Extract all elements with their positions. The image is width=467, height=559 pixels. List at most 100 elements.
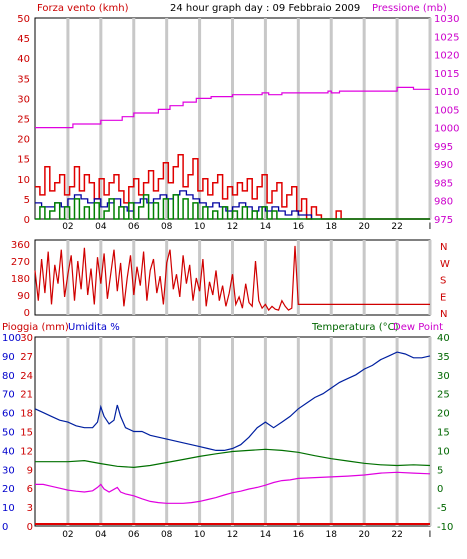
pressure-tick-985: 985 [434, 178, 453, 189]
temperature-tick--10: -10 [437, 522, 453, 533]
x-tick-18: 18 [326, 222, 338, 232]
x-tick-14: 14 [260, 530, 272, 540]
pressure-axis-title: Pressione (mb) [372, 3, 447, 14]
rain-tick-18: 18 [20, 409, 33, 420]
temperature-tick--5: -5 [437, 503, 447, 514]
humidity-tick-100: 100 [2, 333, 21, 344]
humidity-axis-title: Umidita % [68, 322, 120, 333]
rain-tick-30: 30 [20, 333, 33, 344]
x-tick-I: I [429, 222, 432, 232]
pressure-tick-975: 975 [434, 215, 453, 226]
dewpoint-line [35, 471, 431, 504]
wind-avg-line [35, 190, 430, 220]
rain-axis-title: Pioggia (mm) [2, 322, 69, 333]
wind-tick-15: 15 [17, 155, 30, 166]
humidity-tick-70: 70 [2, 390, 15, 401]
wind-tick-5: 5 [24, 195, 30, 206]
x-tick-18: 18 [326, 530, 338, 540]
temperature-tick-15: 15 [437, 428, 450, 439]
rain-tick-3: 3 [27, 503, 33, 514]
x-tick-14: 14 [260, 222, 272, 232]
wind-tick-20: 20 [17, 135, 30, 146]
direction-tick-270: 270 [11, 257, 30, 268]
compass-label-1: W [440, 259, 450, 270]
temperature-tick-20: 20 [437, 409, 450, 420]
temperature-tick-30: 30 [437, 371, 450, 382]
humidity-tick-30: 30 [2, 465, 15, 476]
x-tick-08: 08 [161, 222, 173, 232]
pressure-tick-1025: 1025 [434, 32, 459, 43]
x-tick-22: 22 [391, 530, 402, 540]
x-tick-16: 16 [293, 530, 305, 540]
x-tick-22: 22 [391, 222, 402, 232]
wind-tick-0: 0 [24, 215, 30, 226]
x-tick-08: 08 [161, 530, 173, 540]
pressure-tick-1030: 1030 [434, 14, 459, 25]
x-tick-02: 02 [62, 222, 73, 232]
rain-tick-15: 15 [20, 428, 33, 439]
x-tick-16: 16 [293, 222, 305, 232]
temperature-tick-25: 25 [437, 390, 450, 401]
pressure-line [35, 86, 430, 129]
wind-tick-40: 40 [17, 54, 30, 65]
wind-tick-30: 30 [17, 94, 30, 105]
dewpoint-axis-title: Dew Point [393, 322, 443, 333]
wind-direction-line [34, 245, 430, 312]
humidity-tick-60: 60 [2, 409, 15, 420]
pressure-tick-1020: 1020 [434, 51, 459, 62]
humidity-tick-90: 90 [2, 352, 15, 363]
wind-tick-50: 50 [17, 14, 30, 25]
direction-tick-90: 90 [17, 291, 30, 302]
rain-tick-24: 24 [20, 371, 33, 382]
rain-tick-0: 0 [27, 522, 33, 533]
rain-tick-9: 9 [27, 465, 33, 476]
humidity-tick-80: 80 [2, 371, 15, 382]
x-tick-02: 02 [62, 530, 73, 540]
temperature-tick-0: 0 [437, 484, 443, 495]
x-tick-12: 12 [227, 530, 238, 540]
wind-tick-35: 35 [17, 74, 30, 85]
wind-tick-45: 45 [17, 34, 30, 45]
wind-speed-axis-title: Forza vento (kmh) [37, 3, 129, 14]
x-tick-06: 06 [128, 222, 140, 232]
temperature-tick-10: 10 [437, 446, 450, 457]
x-tick-12: 12 [227, 222, 238, 232]
chart-title: 24 hour graph day : 09 Febbraio 2009 [170, 3, 360, 14]
wind-gust-line [35, 153, 430, 220]
humidity-line [34, 351, 431, 451]
compass-label-4: N [440, 309, 447, 320]
x-tick-10: 10 [194, 530, 206, 540]
x-tick-06: 06 [128, 530, 140, 540]
humidity-tick-20: 20 [2, 484, 15, 495]
temperature-tick-40: 40 [437, 333, 450, 344]
x-tick-10: 10 [194, 222, 206, 232]
wind-green-line [35, 194, 430, 220]
direction-tick-360: 360 [11, 240, 30, 251]
temperature-tick-5: 5 [437, 465, 443, 476]
x-tick-I: I [429, 530, 432, 540]
temperature-tick-35: 35 [437, 352, 450, 363]
x-tick-04: 04 [95, 222, 107, 232]
wind-tick-25: 25 [17, 115, 30, 126]
pressure-tick-990: 990 [434, 160, 453, 171]
wind-tick-10: 10 [17, 175, 30, 186]
rain-tick-27: 27 [20, 352, 33, 363]
x-tick-04: 04 [95, 530, 107, 540]
pressure-tick-1010: 1010 [434, 87, 459, 98]
humidity-tick-0: 0 [2, 522, 8, 533]
rain-tick-21: 21 [20, 390, 33, 401]
direction-tick-180: 180 [11, 274, 30, 285]
wind-pressure-panel: 02 04 06 08 10 12 14 16 18 20 22 I05101520253035404… [17, 14, 459, 232]
pressure-tick-980: 980 [434, 197, 453, 208]
compass-label-3: E [440, 292, 446, 303]
x-tick-20: 20 [358, 222, 370, 232]
pressure-tick-1005: 1005 [434, 105, 459, 116]
compass-label-0: N [440, 242, 447, 253]
temperature-axis-title: Temperatura (°C) [311, 322, 399, 333]
temperature-line [35, 448, 431, 469]
pressure-tick-1015: 1015 [434, 69, 459, 80]
direction-tick-0: 0 [24, 308, 30, 319]
